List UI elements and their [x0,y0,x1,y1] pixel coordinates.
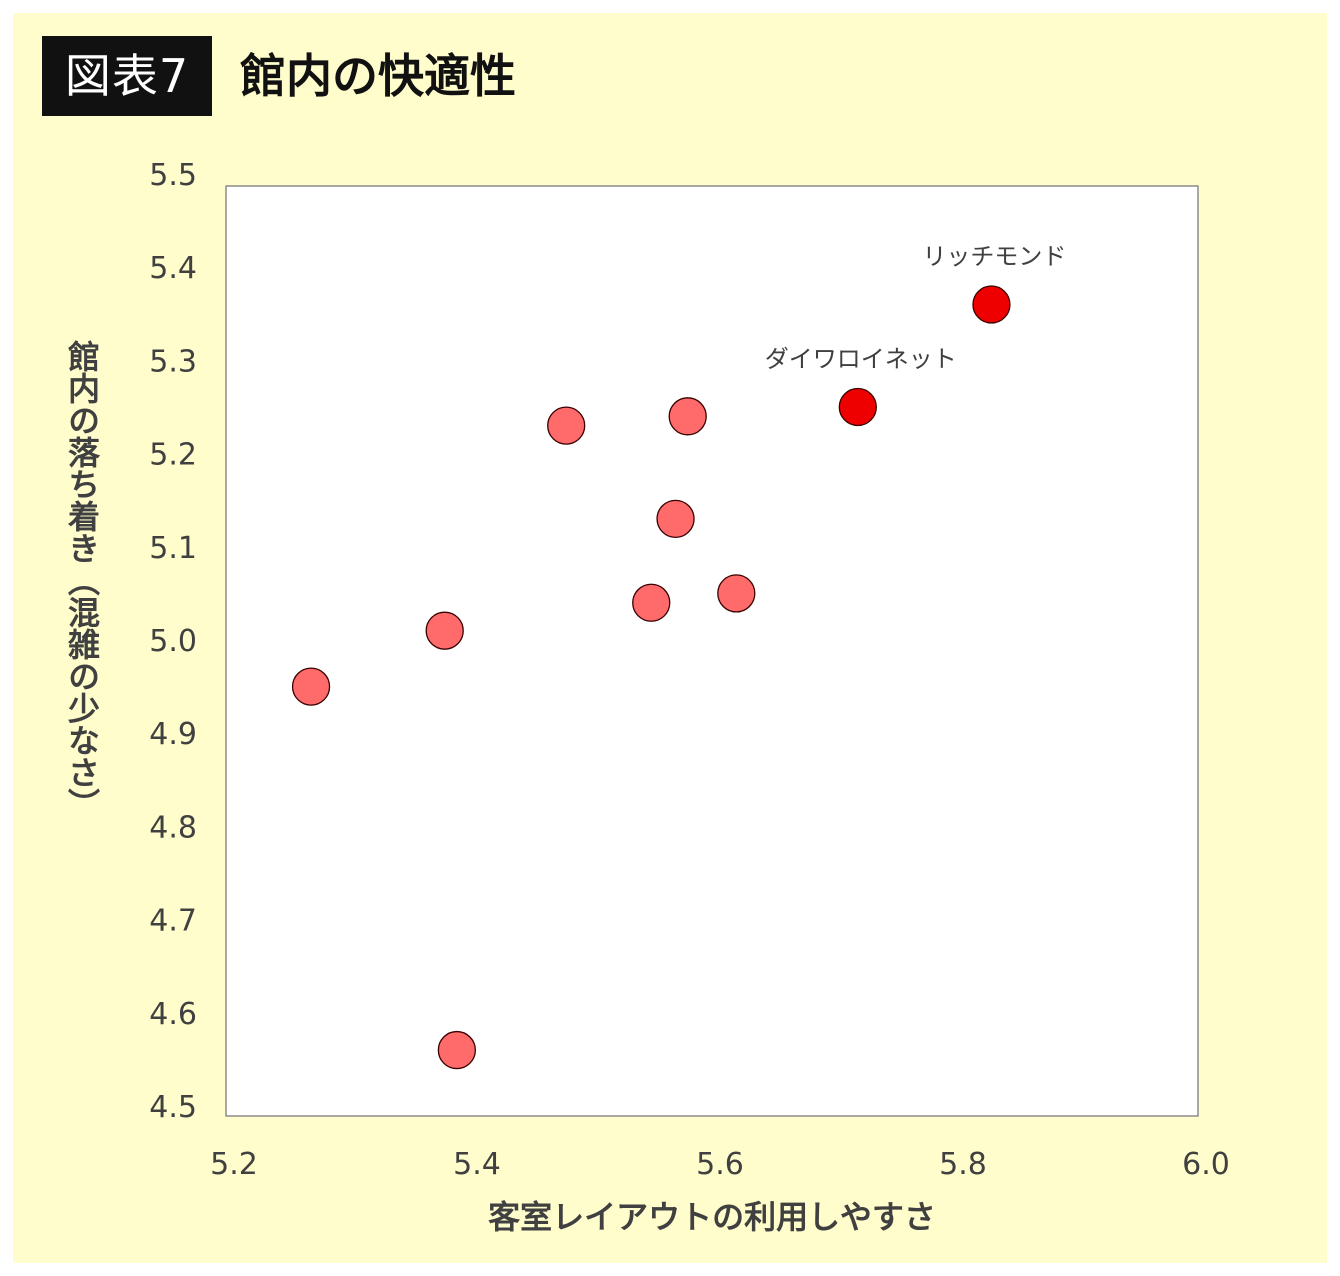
highlighted-data-point [972,285,1011,324]
data-points [291,285,1011,1070]
highlighted-data-point [838,387,877,427]
data-point [717,574,756,613]
point-annotations: ダイワロイネット リッチモンド [765,242,1067,373]
y-tick-label: 5.3 [149,344,197,379]
point-label: ダイワロイネット [765,345,957,373]
y-tick-label: 4.8 [149,810,197,845]
x-tick-label: 5.2 [210,1147,258,1182]
x-tick-label: 6.0 [1182,1147,1230,1182]
data-point [656,499,695,538]
point-label: リッチモンド [922,242,1066,270]
y-tick-label: 5.4 [149,251,197,286]
y-tick-label: 4.9 [149,717,197,752]
y-tick-label: 4.5 [149,1090,197,1125]
y-axis-title: 館内の落ち着き（混雑の少なさ） [63,339,101,820]
y-tick-label: 4.6 [149,997,197,1032]
plot-area [225,185,1199,1117]
x-tick-label: 5.4 [453,1147,501,1182]
y-tick-label: 5.0 [149,624,197,659]
data-point [632,583,671,622]
data-point [291,667,331,706]
x-axis-ticks: 5.2 5.4 5.6 5.8 6.0 [210,1147,1230,1182]
data-point [437,1030,477,1070]
figure-number-badge: 図表7 [42,36,212,116]
y-tick-label: 5.2 [149,438,197,473]
y-tick-label: 5.5 [149,158,197,193]
y-tick-label: 5.1 [149,531,197,566]
x-tick-label: 5.6 [696,1147,744,1182]
x-tick-label: 5.8 [939,1147,987,1182]
data-point [547,406,586,445]
data-point [425,611,464,650]
figure-title: 館内の快適性 [240,49,516,103]
y-tick-label: 4.7 [149,904,197,939]
x-axis-title: 客室レイアウトの利用しやすさ [488,1198,936,1236]
data-point [668,397,707,436]
y-axis-ticks: 4.5 4.6 4.7 4.8 4.9 5.0 5.1 5.2 5.3 5.4 5.5 [149,158,197,1125]
